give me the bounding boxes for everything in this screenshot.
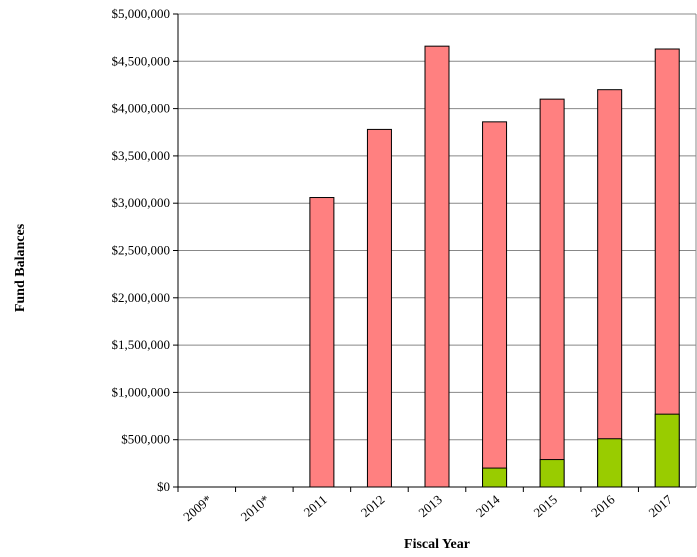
x-tick-label: 2010* (238, 492, 273, 524)
bar (309, 197, 335, 488)
bar (539, 459, 565, 488)
bar (597, 438, 623, 488)
bar (539, 98, 565, 488)
y-tick-label: $2,000,000 (112, 290, 171, 305)
y-tick-label: $2,500,000 (112, 243, 171, 258)
bar (366, 128, 392, 488)
y-tick-label: $0 (157, 479, 170, 494)
y-tick-label: $4,500,000 (112, 53, 171, 68)
y-tick-label: $3,000,000 (112, 195, 171, 210)
x-tick-label: 2012 (358, 492, 388, 520)
x-tick-label: 2016 (588, 491, 618, 520)
x-axis-title: Fiscal Year (404, 537, 470, 552)
y-tick-label: $1,000,000 (112, 384, 171, 399)
bar (597, 89, 623, 488)
y-tick-label: $4,000,000 (112, 101, 171, 116)
x-tick-label: 2017 (646, 491, 676, 520)
x-tick-label: 2015 (530, 492, 560, 520)
bar (424, 45, 450, 488)
bar (482, 121, 508, 488)
y-tick-label: $1,500,000 (112, 337, 171, 352)
x-tick-label: 2014 (473, 491, 503, 520)
y-tick-label: $500,000 (121, 432, 170, 447)
x-tick-label: 2011 (301, 492, 330, 520)
x-tick-label: 2013 (415, 492, 445, 520)
bar (654, 413, 680, 488)
y-tick-label: $5,000,000 (112, 6, 171, 21)
y-axis-title: Fund Balances (13, 223, 28, 312)
bar (482, 467, 508, 488)
x-tick-label: 2009* (180, 492, 215, 524)
y-tick-label: $3,500,000 (112, 148, 171, 163)
